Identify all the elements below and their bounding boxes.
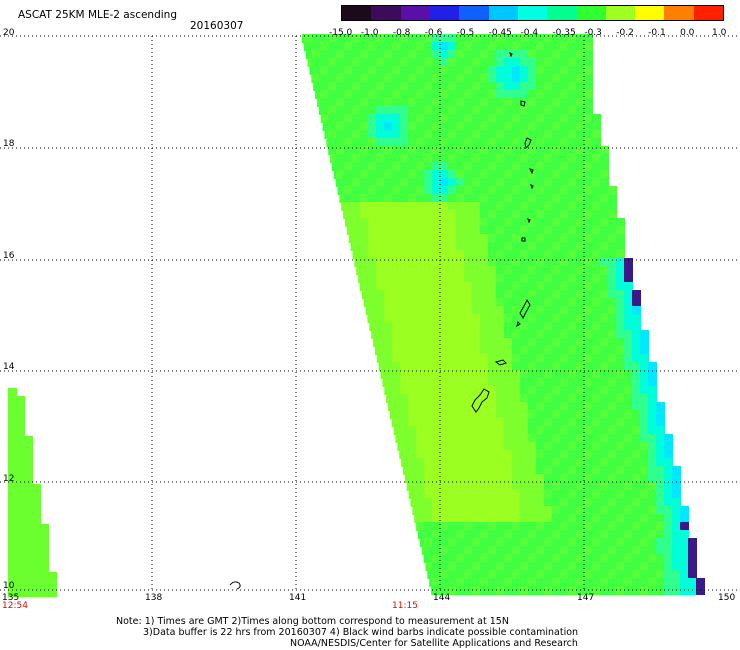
lon-label-150: 150	[718, 593, 736, 603]
time-middle: 11:15	[392, 601, 418, 611]
note-line-1: Note: 1) Times are GMT 2)Times along bot…	[116, 616, 509, 627]
colorbar-swatch	[488, 6, 518, 20]
colorbar-swatch	[664, 6, 694, 20]
colorbar-label: -0.4	[520, 28, 539, 38]
colorbar-swatch	[371, 6, 401, 20]
note-line-2: 3)Data buffer is 22 hrs from 20160307 4)…	[143, 627, 579, 638]
lat-label-18: 18	[3, 139, 15, 149]
colorbar-label: -1.0	[360, 28, 379, 38]
colorbar-swatch	[547, 6, 577, 20]
colorbar-swatch	[693, 6, 724, 20]
colorbar-swatch	[635, 6, 665, 20]
lat-label-10: 10	[3, 581, 15, 591]
colorbar-label: -0.3	[584, 28, 602, 38]
tinian-outline	[516, 321, 521, 328]
alamagan-outline	[529, 168, 534, 175]
map-date: 20160307	[190, 20, 244, 32]
colorbar-label: -0.1	[648, 28, 666, 38]
colorbar-swatch	[342, 6, 372, 20]
colorbar-label: -0.2	[616, 28, 634, 38]
agrihan-outline	[520, 100, 526, 107]
colorbar-label: -0.6	[424, 28, 443, 38]
colorbar-label: 0.0	[680, 28, 695, 38]
lat-label-16: 16	[3, 251, 15, 261]
colorbar-swatch	[576, 6, 606, 20]
lon-label-144: 144	[433, 593, 451, 603]
guam-outline	[471, 388, 490, 413]
atoll-outline	[229, 581, 241, 590]
colorbar-label: -0.8	[392, 28, 411, 38]
lon-label-138: 138	[145, 593, 163, 603]
note-line-3: NOAA/NESDIS/Center for Satellite Applica…	[290, 638, 578, 649]
sarigan-outline	[527, 218, 531, 224]
colorbar-label: 1.0	[712, 28, 727, 38]
lat-label-12: 12	[3, 474, 15, 484]
colorbar-label: -15.0	[329, 28, 353, 38]
colorbar-swatch	[429, 6, 460, 20]
map-title: ASCAT 25KM MLE-2 ascending	[18, 9, 177, 21]
colorbar-label: -0.35	[552, 28, 576, 38]
colorbar	[341, 5, 724, 21]
colorbar-swatch	[605, 6, 636, 20]
saipan-outline	[519, 298, 531, 320]
anatahan-outline	[521, 237, 526, 242]
colorbar-label: -0.45	[488, 28, 512, 38]
maug-outline	[509, 52, 513, 58]
pagan-outline	[524, 137, 532, 150]
colorbar-swatch	[517, 6, 548, 20]
lon-label-141: 141	[289, 593, 307, 603]
rota-outline	[494, 359, 507, 366]
lat-label-14: 14	[3, 362, 15, 372]
lon-label-135: 135	[2, 593, 20, 603]
time-left: 12:54	[2, 601, 28, 611]
lon-label-147: 147	[577, 593, 595, 603]
guguan-outline	[530, 184, 534, 190]
colorbar-label: -0.5	[456, 28, 475, 38]
colorbar-swatch	[459, 6, 489, 20]
lat-lon-grid	[0, 35, 740, 591]
swath-data	[8, 34, 705, 597]
lat-label-20: 20	[3, 28, 15, 38]
colorbar-swatch	[400, 6, 430, 20]
island-outlines	[229, 52, 534, 590]
